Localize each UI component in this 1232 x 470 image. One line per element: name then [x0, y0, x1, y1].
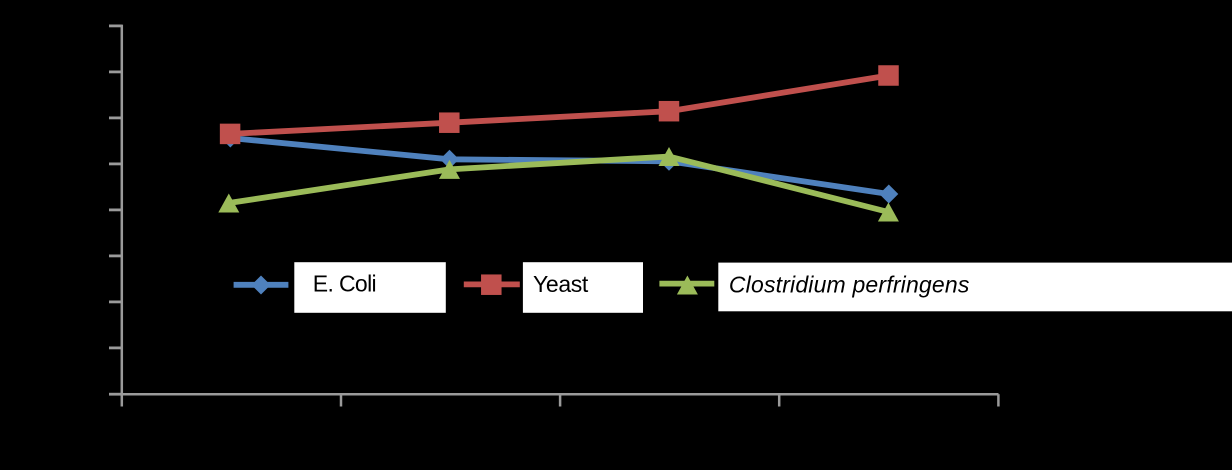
svg-text:Clostridium perfringens: Clostridium perfringens [729, 272, 970, 298]
svg-text:Yeast: Yeast [533, 271, 589, 297]
svg-text:E. Coli: E. Coli [313, 270, 376, 296]
